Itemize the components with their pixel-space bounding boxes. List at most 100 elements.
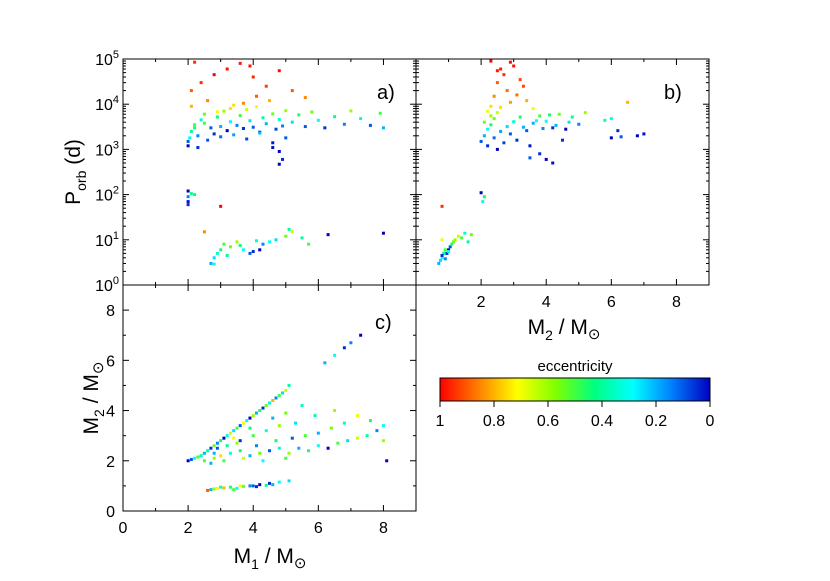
panel-c-point <box>212 487 216 491</box>
panel-a-point <box>241 101 245 105</box>
panel-c-point <box>336 441 340 445</box>
panel-c-point <box>287 479 291 483</box>
panel-b-point <box>642 132 646 136</box>
panel-c-point <box>261 459 265 463</box>
panel-b-x-axis-label: M2 / M⊙ <box>528 316 601 343</box>
panel-c-point <box>251 414 255 418</box>
panel-a-point <box>271 112 275 116</box>
panel-c-point <box>212 451 216 455</box>
panel-b-point <box>489 59 493 63</box>
panel-a-point <box>277 162 281 166</box>
panel-c-point <box>189 458 193 462</box>
panel-a-point <box>186 200 190 204</box>
panel-c-point <box>215 486 219 490</box>
panel-c-point <box>212 444 216 448</box>
panel-c-point <box>300 404 304 408</box>
panel-b-point <box>495 69 499 73</box>
panel-c-point <box>355 414 359 418</box>
panel-a-point <box>287 227 291 231</box>
panel-a-point <box>342 122 346 126</box>
panel-c-point <box>222 486 226 490</box>
panel-c-point <box>222 436 226 440</box>
panel-a-point <box>206 99 210 103</box>
panel-b-point <box>505 125 509 129</box>
panel-a-point <box>290 230 294 234</box>
panel-c-point <box>333 409 337 413</box>
panel-a-point <box>225 67 229 71</box>
panel-b-point <box>547 113 551 117</box>
panel-c-y-axis-label: M2 / M⊙ <box>80 362 107 435</box>
panel-c-point <box>264 483 268 487</box>
panel-b-point <box>528 144 532 148</box>
panel-c-point <box>277 424 281 428</box>
panel-a-point <box>251 250 255 254</box>
panel-c-point <box>196 455 200 459</box>
panel-b-point <box>561 138 564 142</box>
panel-c-point <box>313 414 317 418</box>
panel-a-point <box>225 129 229 133</box>
panel-c-x-tick-label: 6 <box>314 520 323 537</box>
colorbar-tick-label: 1 <box>436 413 445 430</box>
panel-b-point <box>440 204 444 208</box>
panel-c-point <box>241 456 245 460</box>
panel-b-point <box>482 195 486 199</box>
panel-b-point <box>463 231 467 235</box>
panel-b-point <box>508 100 512 104</box>
panel-b-point <box>440 238 444 242</box>
panel-c-point <box>232 429 236 433</box>
panel-a-point <box>212 132 216 136</box>
panel-b-point <box>502 73 506 77</box>
colorbar-tick-label: 0.4 <box>591 413 613 430</box>
panel-b-frame <box>415 58 710 286</box>
panel-c-point <box>359 333 363 337</box>
panel-c-point <box>222 459 226 463</box>
panel-b-point <box>502 141 506 145</box>
panel-c-point <box>248 416 252 420</box>
panel-a-point <box>349 109 353 113</box>
panel-a-point <box>281 124 285 128</box>
panel-b-point <box>531 107 535 111</box>
panel-a-point <box>202 121 206 125</box>
panel-b-point <box>603 118 607 122</box>
panel-b-point <box>538 114 542 118</box>
panel-a-y-tick-label: 103 <box>95 139 119 159</box>
panel-b-point <box>495 111 499 115</box>
panel-b-point <box>482 120 486 124</box>
panel-c-point <box>228 431 232 435</box>
panel-a-point <box>193 126 197 130</box>
panel-b-point <box>469 233 473 237</box>
panel-a-point <box>264 122 268 126</box>
colorbar <box>439 377 711 402</box>
panel-c-point <box>368 419 372 423</box>
panel-a-point <box>307 242 311 246</box>
panel-c-point <box>385 459 389 463</box>
panel-b-point <box>577 122 581 126</box>
panel-c-point <box>199 454 203 458</box>
panel-b-point <box>544 119 548 123</box>
panel-b-point <box>541 126 545 130</box>
panel-a-point <box>212 262 216 266</box>
panel-c-point <box>264 404 268 408</box>
panel-c-point <box>268 449 271 453</box>
panel-a-point <box>235 240 239 244</box>
panel-b-point <box>486 109 490 113</box>
panel-c-point <box>251 484 255 488</box>
panel-a-point <box>333 115 337 119</box>
panel-b-point <box>508 60 512 64</box>
colorbar-tick-label: 0 <box>706 413 715 430</box>
panel-c-point <box>248 484 252 488</box>
panel-b-point <box>583 111 587 115</box>
panel-c-point <box>209 446 213 450</box>
panel-a-point <box>196 146 200 150</box>
panel-c-point <box>271 483 275 487</box>
panel-b-point <box>499 105 503 109</box>
panel-b-point <box>451 240 455 244</box>
panel-c-point <box>342 346 346 350</box>
panel-a-point <box>228 245 232 249</box>
panel-b-point <box>489 114 493 118</box>
panel-c-point <box>297 446 301 450</box>
panel-a-point <box>303 96 307 100</box>
panel-b-point <box>492 94 496 98</box>
panel-c-point <box>254 411 258 415</box>
panel-c-point <box>215 446 219 450</box>
